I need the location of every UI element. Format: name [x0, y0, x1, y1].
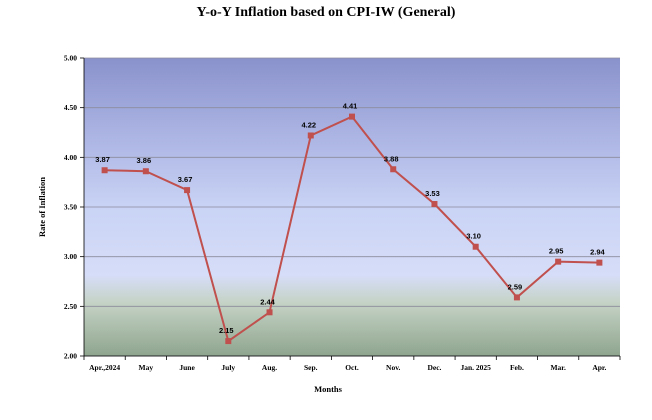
x-tick-label: Nov.	[386, 363, 401, 372]
series-markers	[101, 113, 603, 345]
y-tick-label: 4.50	[64, 103, 77, 112]
data-point	[266, 309, 273, 316]
data-point	[513, 294, 520, 301]
x-tick-label: Apr.,2024	[89, 363, 120, 372]
y-tick-label: 3.50	[64, 203, 77, 212]
data-point	[596, 259, 603, 266]
chart-title: Y-o-Y Inflation based on CPI-IW (General…	[197, 5, 456, 20]
x-axis-label: Months	[314, 384, 343, 394]
y-tick-label: 4.00	[64, 153, 77, 162]
data-label: 2.94	[590, 248, 605, 257]
y-tick-label: 3.00	[64, 252, 77, 261]
y-tick-labels: 2.00 2.50 3.00 3.50 4.00 4.50 5.00	[64, 54, 77, 361]
data-point	[390, 166, 397, 173]
axes	[80, 57, 621, 360]
x-tick-label: May	[139, 363, 154, 372]
data-point	[431, 201, 438, 208]
x-tick-label: Oct.	[345, 363, 359, 372]
y-axis-label: Rate of Inflation	[37, 177, 47, 237]
data-point	[349, 113, 355, 120]
data-labels: 3.87 3.86 3.67 2.15 2.44 4.22 4.41 3.88 3.53 3.10…	[95, 102, 605, 335]
x-tick-label: Jan. 2025	[460, 363, 491, 372]
data-label: 2.44	[260, 297, 275, 306]
x-tick-label: Dec.	[427, 363, 441, 372]
data-label: 3.53	[425, 189, 440, 198]
x-tick-label: Feb.	[510, 363, 524, 372]
data-label: 2.15	[219, 326, 234, 335]
data-label: 3.86	[137, 156, 152, 165]
y-tick-label: 2.50	[64, 302, 77, 311]
data-label: 2.95	[549, 247, 564, 256]
y-tick-label: 5.00	[64, 54, 77, 63]
x-tick-label: Apr.	[592, 363, 606, 372]
data-point	[184, 187, 191, 194]
x-tick-label: Aug.	[262, 363, 277, 372]
data-point	[472, 243, 479, 250]
data-label: 4.22	[301, 120, 316, 129]
x-tick-label: Sep.	[304, 363, 318, 372]
y-tick-label: 2.00	[64, 352, 77, 361]
data-label: 3.88	[384, 154, 399, 163]
data-point	[225, 338, 232, 345]
x-tick-label: July	[221, 363, 235, 372]
data-point	[101, 167, 108, 174]
data-point	[142, 168, 149, 175]
data-label: 3.10	[466, 232, 481, 241]
data-point	[307, 132, 314, 139]
data-label: 3.87	[95, 155, 110, 164]
data-label: 4.41	[343, 102, 358, 111]
data-point	[555, 258, 562, 265]
x-tick-label: June	[179, 363, 195, 372]
x-tick-labels: Apr.,2024 May June July Aug. Sep. Oct. Nov. Dec.…	[89, 363, 606, 372]
data-label: 2.59	[508, 282, 523, 291]
x-tick-label: Mar.	[550, 363, 565, 372]
data-label: 3.67	[178, 175, 193, 184]
